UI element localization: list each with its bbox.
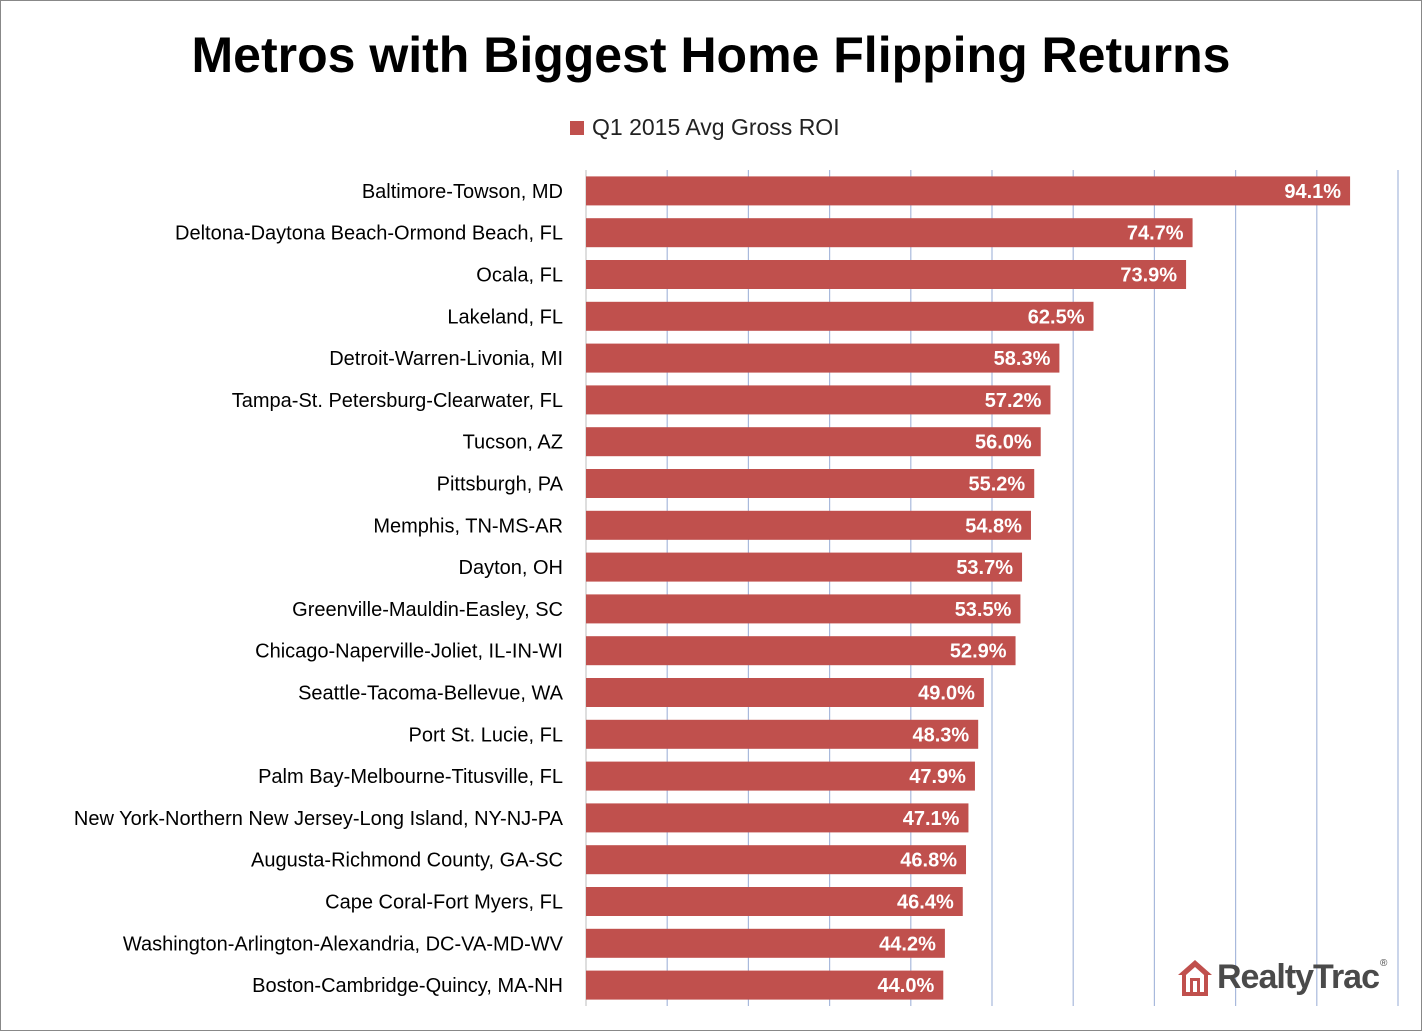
category-label: Port St. Lucie, FL (408, 724, 563, 746)
legend-swatch (570, 120, 584, 135)
category-label: Greenville-Mauldin-Easley, SC (292, 599, 563, 621)
data-label: 54.8% (965, 515, 1022, 537)
data-label: 94.1% (1284, 181, 1341, 203)
data-label: 47.1% (903, 808, 960, 830)
category-label: Boston-Cambridge-Quincy, MA-NH (252, 975, 563, 997)
category-label: Seattle-Tacoma-Bellevue, WA (298, 683, 564, 705)
category-label: New York-Northern New Jersey-Long Island… (74, 808, 564, 830)
bar (586, 719, 979, 749)
data-label: 74.7% (1127, 223, 1184, 245)
bar (586, 928, 945, 958)
category-label: Dayton, OH (459, 557, 563, 579)
data-label: 62.5% (1028, 306, 1085, 328)
data-label: 58.3% (994, 348, 1051, 370)
data-label: 53.7% (956, 557, 1013, 579)
data-label: 46.4% (897, 892, 954, 914)
category-label: Ocala, FL (476, 265, 563, 287)
logo-text: RealtyTrac (1217, 958, 1380, 996)
data-label: 49.0% (918, 683, 975, 705)
data-label: 52.9% (950, 641, 1007, 663)
data-label: 53.5% (955, 599, 1012, 621)
house-logo-icon (1178, 959, 1212, 996)
legend: Q1 2015 Avg Gross ROI (570, 114, 840, 141)
data-label: 44.2% (879, 933, 936, 955)
legend-label: Q1 2015 Avg Gross ROI (592, 114, 840, 140)
bar (586, 385, 1051, 415)
data-label: 73.9% (1120, 265, 1177, 287)
bar (586, 469, 1035, 498)
bar (586, 218, 1193, 248)
data-label: 48.3% (912, 724, 969, 746)
category-label: Tampa-St. Petersburg-Clearwater, FL (232, 390, 563, 412)
category-label: Lakeland, FL (447, 306, 563, 328)
bar (586, 761, 975, 791)
category-label: Cape Coral-Fort Myers, FL (325, 892, 563, 914)
logo-trademark: ® (1380, 958, 1388, 969)
category-label: Chicago-Naperville-Joliet, IL-IN-WI (255, 641, 563, 663)
category-label: Palm Bay-Melbourne-Titusville, FL (258, 766, 563, 788)
bar (586, 343, 1060, 373)
data-label: 56.0% (975, 432, 1032, 454)
category-label: Memphis, TN-MS-AR (373, 515, 563, 537)
category-label: Detroit-Warren-Livonia, MI (329, 348, 563, 370)
category-label: Tucson, AZ (463, 432, 563, 454)
data-label: 44.0% (878, 975, 935, 997)
bar (586, 887, 963, 916)
bar (586, 260, 1187, 289)
data-label: 55.2% (969, 474, 1026, 496)
bar (586, 678, 984, 707)
data-label: 57.2% (985, 390, 1042, 412)
bar (586, 803, 969, 833)
category-label: Baltimore-Towson, MD (362, 181, 563, 203)
data-label: 46.8% (900, 850, 957, 872)
bar (586, 552, 1023, 582)
category-label: Washington-Arlington-Alexandria, DC-VA-M… (123, 933, 564, 955)
bar (586, 970, 944, 1000)
bar (586, 636, 1016, 666)
bar (586, 594, 1021, 624)
bar (586, 176, 1351, 206)
bar (586, 427, 1041, 457)
bar (586, 301, 1094, 331)
category-label: Deltona-Daytona Beach-Ormond Beach, FL (175, 223, 563, 245)
bar (586, 845, 967, 875)
realtytrac-logo: RealtyTrac ® (1177, 958, 1387, 997)
category-label: Pittsburgh, PA (437, 474, 564, 496)
bar (586, 510, 1031, 540)
data-label: 47.9% (909, 766, 966, 788)
chart-title: Metros with Biggest Home Flipping Return… (191, 27, 1231, 83)
category-label: Augusta-Richmond County, GA-SC (251, 850, 563, 872)
